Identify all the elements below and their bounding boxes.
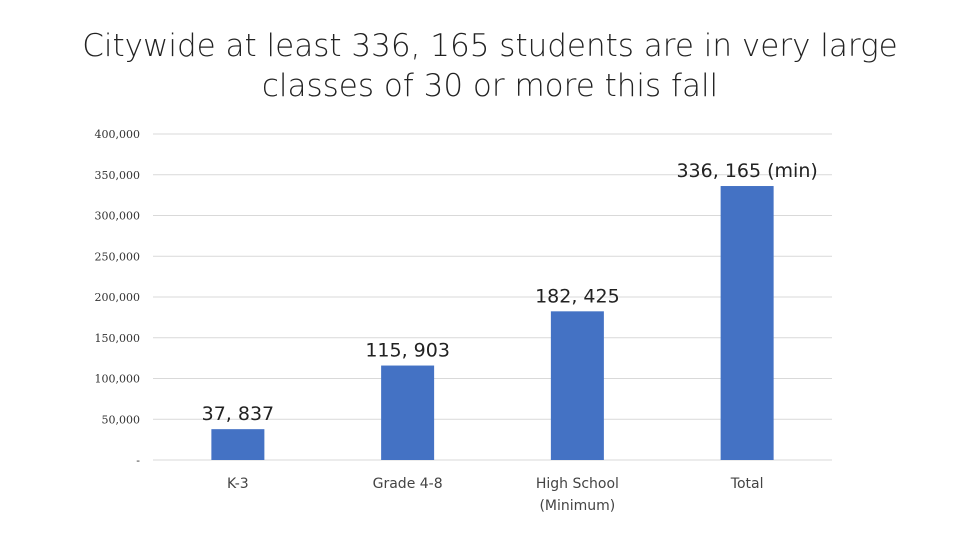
data-label: 182, 425 — [535, 285, 620, 307]
y-axis-ticks: - 50,000 100,000 150,000 200,000 250,000 300,0… — [95, 128, 141, 467]
data-labels: 37, 837 115, 903 182, 425 336, 165 (min) — [202, 160, 818, 425]
x-tick-label: (Minimum) — [539, 498, 615, 514]
bar — [211, 429, 265, 460]
y-tick-label: 50,000 — [102, 413, 141, 426]
x-tick-label: Grade 4-8 — [373, 476, 443, 492]
chart-title: Citywide at least 336, 165 students are … — [60, 26, 920, 106]
y-tick-label: 250,000 — [95, 250, 141, 263]
bar — [550, 311, 604, 460]
x-tick-label: High School — [536, 476, 619, 492]
y-tick-label: - — [136, 454, 140, 467]
x-axis-ticks: K-3 Grade 4-8 High School (Minimum) Total — [227, 476, 763, 514]
bar — [720, 186, 774, 461]
x-tick-label: K-3 — [227, 476, 249, 492]
y-tick-label: 400,000 — [95, 128, 141, 141]
y-tick-label: 350,000 — [95, 169, 141, 182]
chart-title-line-1: Citywide at least 336, 165 students are … — [82, 28, 898, 64]
y-tick-label: 200,000 — [95, 291, 141, 304]
y-tick-label: 100,000 — [95, 373, 141, 386]
bar — [381, 365, 435, 460]
data-label: 37, 837 — [202, 403, 275, 425]
x-tick-label: Total — [730, 476, 764, 492]
y-tick-label: 150,000 — [95, 332, 141, 345]
chart-title-line-2: classes of 30 or more this fall — [261, 68, 719, 104]
y-tick-label: 300,000 — [95, 210, 141, 223]
bars — [211, 186, 774, 461]
gridlines — [153, 133, 832, 461]
data-label: 115, 903 — [365, 340, 450, 362]
data-label: 336, 165 (min) — [676, 160, 817, 182]
